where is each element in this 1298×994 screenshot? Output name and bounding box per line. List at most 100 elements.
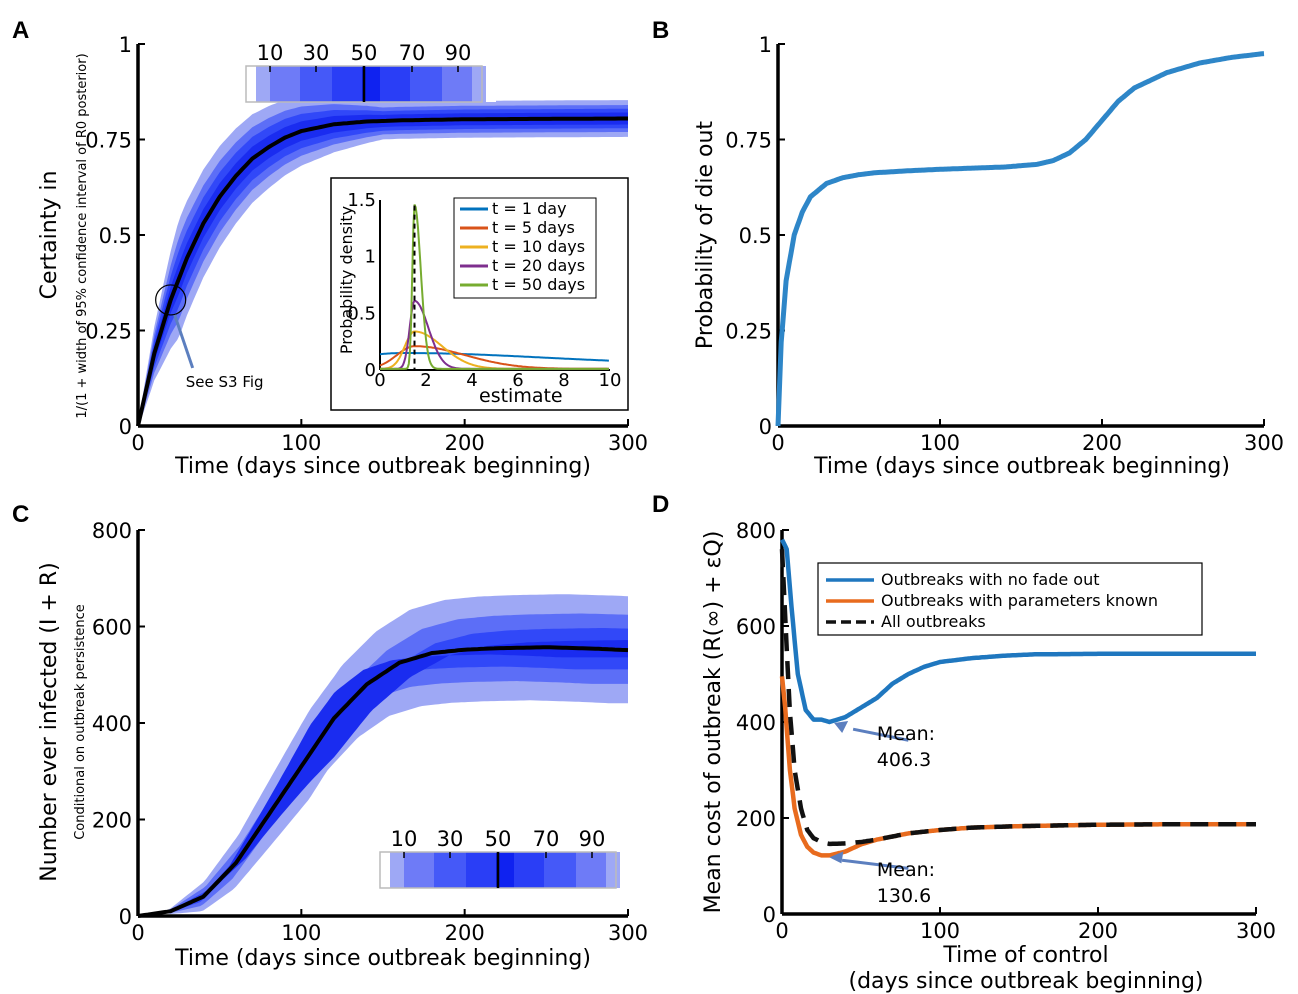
panel-c-colorbar-label: 10 [391,827,418,851]
panel-a-inset-legend-label: t = 1 day [492,199,567,218]
panel-a-ylabel-sub: 1/(1 + width of 95% confidence interval … [75,53,90,418]
panel-a-inset-y-tick-label: 1.5 [347,190,376,211]
panel-a-colorbar-label: 50 [351,41,378,65]
panel-b-xlabel: Time (days since outbreak beginning) [813,454,1230,479]
panel-a-inset-series-line [379,352,609,362]
panel-d-y-tick-label: 200 [736,807,776,831]
panel-d-x-tick-label: 300 [1236,919,1276,943]
panel-a-colorbar-label: 70 [399,41,426,65]
panel-c-ylabel-sub: Conditional on outbreak persistence [73,604,88,840]
panel-b-x-tick-label: 0 [771,431,784,455]
panel-c-colorbar-segment [496,852,514,888]
panel-a-inset-x-tick-label: 6 [512,370,523,391]
panel-d-annotation-arrowhead [829,851,844,864]
panel-c-colorbar-label: 70 [533,827,560,851]
panel-a-inset-x-tick-label: 0 [374,370,385,391]
panel-c-y-tick-label: 200 [92,809,132,833]
panel-a-inset-y-tick-label: 0.5 [347,303,376,324]
panel-d-y-tick-label: 600 [736,615,776,639]
panel-c-colorbar-segment [404,852,434,888]
panel-a-inset-legend-label: t = 10 days [492,237,585,256]
panel-a-annotation-arrow [173,314,195,369]
panel-a-median-line [136,116,628,427]
panel-a-y-tick-label: 0.25 [85,320,132,344]
panel-d-annotation-label: Mean: [877,723,935,745]
panel-c-y-tick-label: 0 [119,905,132,929]
panel-a-y-tick-label: 0 [119,415,132,439]
panel-a-colorbar-segment [332,66,362,102]
panel-b-x-tick-label: 100 [920,431,960,455]
panel-a-colorbar-label: 90 [445,41,472,65]
panel-c-colorbar-segment [390,852,404,888]
panel-d-legend-label: Outbreaks with parameters known [881,591,1158,610]
panel-d-legend [817,562,1203,636]
panel-d-annotation-arrow [852,727,909,742]
panel-d-y-tick-label: 0 [763,903,776,927]
panel-c-y-tick-label: 400 [92,712,132,736]
panel-c-colorbar-segment [606,852,620,888]
panel-c-colorbar-label: 30 [437,827,464,851]
panel-a-colorbar-label: 30 [303,41,330,65]
panel-c-colorbar-segment [380,852,390,888]
panel-a-y-tick-label: 0.75 [85,129,132,153]
panel-a-inset-x-tick-label: 10 [599,370,622,391]
panel-c-x-tick-label: 200 [445,921,485,945]
panel-c-xlabel: Time (days since outbreak beginning) [174,946,591,971]
panel-c-chart: 0 100 200 300 0 200 400 600 800 Number ever infec… [37,519,648,971]
panel-letter-a: A [12,17,29,44]
panel-d-ylabel: Mean cost of outbreak (R(∞) + εQ) [701,531,726,914]
panel-c-median-line [137,645,629,918]
panel-c-y-tick-label: 800 [92,519,132,543]
panel-d-annotation-value: 406.3 [877,749,931,771]
panel-b-y-tick-label: 0.5 [739,224,772,248]
panel-d-annotation-label: Mean: [877,859,935,881]
panel-a-inset-xlabel: estimate [479,385,563,407]
panel-letter-d: D [652,491,669,518]
panel-a-inset-y-tick-label: 1 [365,247,376,268]
panel-a-inset-x-tick-label: 8 [558,370,569,391]
panel-a-colorbar-segment [246,66,256,102]
panel-a-colorbar-segment [362,66,380,102]
panel-b-chart: 0 100 200 300 0 0.25 0.5 0.75 1 Probability of di… [693,33,1284,479]
panel-d-annotation-value: 130.6 [877,885,931,907]
panel-b-series-line [775,51,1265,427]
panel-a-x-tick-label: 100 [281,431,321,455]
panel-a-inset-x-tick-label: 4 [466,370,477,391]
panel-a-colorbar-segment [380,66,410,102]
panel-d-series-line [779,549,1257,847]
panel-c-colorbar-segment [514,852,544,888]
panel-b-x-tick-label: 200 [1082,431,1122,455]
panel-d-xlabel: Time of control [942,943,1108,968]
panel-a-ylabel: Certainty in [37,171,62,300]
panel-c-x-tick-label: 300 [608,921,648,945]
panel-a-colorbar-segment [270,66,300,102]
panel-b-x-tick-label: 300 [1244,431,1284,455]
panel-a-x-tick-label: 300 [608,431,648,455]
panel-c-x-tick-label: 100 [281,921,321,945]
panel-d-series-line [779,676,1257,858]
panel-b-ylabel: Probability of die out [693,121,718,349]
panel-a-colorbar-segment [256,66,270,102]
panel-a-colorbar-segment [472,66,486,102]
panel-a-y-tick-label: 1 [119,33,132,57]
panel-c-colorbar-segment [576,852,606,888]
panel-d-xlabel-2: (days since outbreak beginning) [848,969,1203,994]
panel-c-x-tick-label: 0 [131,921,144,945]
panel-a-colorbar-label: 10 [257,41,284,65]
panel-a-inset-ylabel: Probability density [337,206,356,354]
panel-a-inset-series-line [380,204,609,370]
panel-b-y-tick-label: 0.75 [725,129,772,153]
panel-b-y-tick-label: 0.25 [725,320,772,344]
panel-d-series-line [779,538,1257,725]
panel-d-legend-label: Outbreaks with no fade out [881,570,1100,589]
panel-c-colorbar-segment [466,852,496,888]
panel-d-y-tick-label: 400 [736,711,776,735]
panel-d-y-tick-label: 800 [736,519,776,543]
panel-a-inset-legend-label: t = 50 days [492,275,585,294]
panel-c-colorbar-segment [544,852,576,888]
panel-d-x-tick-label: 200 [1078,919,1118,943]
panel-c-colorbar-label: 50 [485,827,512,851]
panel-a-x-tick-label: 0 [131,431,144,455]
panel-a-annotation-text: See S3 Fig [186,373,264,391]
